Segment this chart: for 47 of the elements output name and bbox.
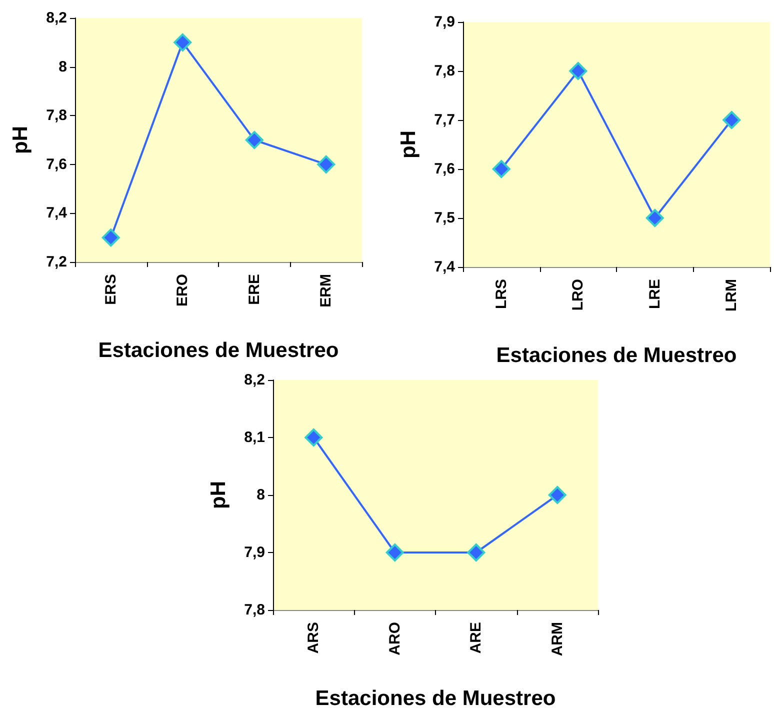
x-tick-label: ERE [246,274,263,305]
point [174,33,192,52]
y-axis-title: pH [9,126,32,154]
x-tick-label: LRO [570,278,587,311]
y-axis-title: pH [207,481,230,509]
x-tick-label: ARO [386,622,404,656]
y-tick-label: 7,9 [434,14,455,30]
x-axis-title: Estaciones de Muestreo [98,339,339,362]
x-axis-title: Estaciones de Muestreo [496,344,737,367]
point [317,155,336,174]
x-tick-label: ERS [102,274,120,305]
y-tick-label: 7,8 [434,62,455,80]
y-tick-label: 7,2 [46,254,67,270]
y-tick-label: 7,4 [434,258,456,276]
x-tick-label: LRM [723,279,740,312]
y-tick-label: 8,1 [244,429,265,446]
point [467,544,486,562]
y-tick-label: 7,6 [46,156,67,173]
y-tick-label: 8,2 [46,10,67,26]
point [102,228,120,247]
x-tick-label: ARM [548,622,566,656]
y-tick-label: 7,7 [434,112,455,128]
y-tick-label: 8 [58,58,67,76]
y-tick-label: 7,4 [46,204,68,222]
point [304,428,323,446]
y-tick-label: 7,8 [244,602,265,618]
x-tick-label: LRS [492,279,510,309]
x-tick-label: ERM [318,274,335,308]
point [492,160,510,178]
y-tick-label: 7,5 [434,210,455,226]
x-tick-label: LRE [646,279,664,309]
x-axis-title: Estaciones de Muestreo [315,687,556,710]
x-tick-label: ERO [174,274,192,307]
y-tick-label: 7,9 [244,544,265,561]
y-tick-label: 8 [256,486,265,504]
point [646,209,664,227]
x-tick-label: ARE [468,622,485,654]
y-tick-label: 7,8 [46,107,67,124]
point [722,111,741,129]
point [569,62,588,80]
x-tick-label: ARS [305,622,322,654]
point [245,131,264,149]
point [548,486,566,504]
y-tick-label: 8,2 [244,372,265,388]
y-tick-label: 7,6 [434,160,455,178]
y-axis-title: pH [397,130,420,158]
point [386,544,404,562]
